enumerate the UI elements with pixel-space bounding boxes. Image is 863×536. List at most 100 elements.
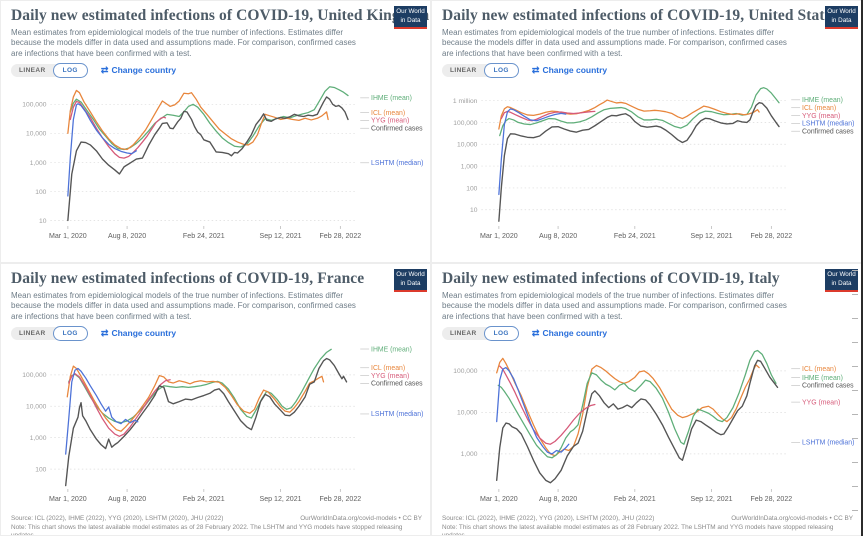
license-line[interactable]: OurWorldInData.org/covid-models • CC BY <box>731 515 853 523</box>
series-lshtm <box>496 367 570 455</box>
legend-label-confirmed[interactable]: Confirmed cases <box>802 129 854 136</box>
legend-label-icl[interactable]: ICL (mean) <box>371 365 405 372</box>
legend-label-ihme[interactable]: IHME (mean) <box>371 346 412 353</box>
change-country-button[interactable]: ⇄ Change country <box>101 65 176 76</box>
y-axis-tick-label: 100,000 <box>22 102 46 109</box>
series-lshtm <box>67 103 137 197</box>
series-ihme <box>68 348 332 424</box>
owid-logo-line2: in Data <box>831 16 852 24</box>
chart-italy[interactable]: 1,000 10,000 100,000 Mar 1, 2020 Aug 8, 2020… <box>442 342 862 514</box>
legend-label-lshtm[interactable]: LSHTM (median) <box>802 121 854 128</box>
scale-toggle: LINEAR LOG <box>442 62 519 78</box>
legend-label-lshtm[interactable]: LSHTM (median) <box>371 160 423 167</box>
x-axis-tick-label: Sep 12, 2021 <box>690 232 732 240</box>
y-axis-tick-label: 1,000 <box>30 435 47 442</box>
x-axis-tick-label: Mar 1, 2020 <box>49 495 87 503</box>
legend-label-yyg[interactable]: YYG (mean) <box>371 373 409 380</box>
x-axis-tick-label: Feb 24, 2021 <box>183 232 225 240</box>
chart-panel-united-kingdom: Our World in Data Daily new estimated in… <box>0 0 431 263</box>
edge-tick <box>852 318 858 319</box>
linear-button[interactable]: LINEAR <box>450 329 477 337</box>
legend-label-icl[interactable]: ICL (mean) <box>802 366 836 373</box>
x-axis-tick-label: Sep 12, 2021 <box>259 495 301 503</box>
change-country-button[interactable]: ⇄ Change country <box>101 328 176 339</box>
legend-label-lshtm[interactable]: LSHTM (median) <box>371 411 423 418</box>
series-confirmed <box>496 359 779 484</box>
series-lshtm <box>65 368 139 455</box>
series-yyg <box>68 373 171 438</box>
y-axis-tick-label: 1,000 <box>461 164 478 171</box>
chart-united-states[interactable]: 10 100 1,000 10,000 100,000 1 million Mar 1, 2… <box>442 79 862 251</box>
y-axis-tick-label: 100,000 <box>453 120 477 127</box>
log-button[interactable]: LOG <box>52 62 88 78</box>
legend-label-ihme[interactable]: IHME (mean) <box>802 375 843 382</box>
scale-toggle: LINEAR LOG <box>442 325 519 341</box>
series-ihme <box>69 86 349 151</box>
log-button[interactable]: LOG <box>52 325 88 341</box>
swap-arrows-icon: ⇄ <box>100 327 109 338</box>
chart-france[interactable]: 100 1,000 10,000 100,000 Mar 1, 2020 Aug 8, 2… <box>11 342 431 514</box>
change-country-button[interactable]: ⇄ Change country <box>532 65 607 76</box>
license-line[interactable]: OurWorldInData.org/covid-models • CC BY <box>300 515 422 523</box>
chart-title: Daily new estimated infections of COVID-… <box>442 7 838 24</box>
source-line[interactable]: Source: ICL (2022), IHME (2022), YYG (20… <box>442 515 655 523</box>
legend-label-ihme[interactable]: IHME (mean) <box>802 97 843 104</box>
series-lshtm <box>498 108 567 196</box>
series-confirmed <box>65 358 348 487</box>
edge-tick <box>852 438 858 439</box>
legend-label-yyg[interactable]: YYG (mean) <box>371 118 409 125</box>
y-axis-tick-label: 100,000 <box>453 368 477 375</box>
owid-logo[interactable]: Our World in Data <box>394 269 427 292</box>
source-line[interactable]: Source: ICL (2022), IHME (2022), YYG (20… <box>11 515 224 523</box>
edge-tick <box>852 510 858 511</box>
owid-logo-line1: Our World <box>827 271 856 278</box>
series-yyg <box>499 365 596 446</box>
y-axis-tick-label: 1 million <box>453 98 478 105</box>
edge-tick <box>852 414 858 415</box>
owid-logo-line2: in Data <box>400 16 421 24</box>
change-country-button[interactable]: ⇄ Change country <box>532 328 607 339</box>
chart-controls: LINEAR LOG ⇄ Change country <box>11 325 430 341</box>
x-axis-tick-label: Feb 28, 2022 <box>750 495 792 503</box>
owid-logo-line1: Our World <box>827 8 856 15</box>
owid-logo-line2: in Data <box>831 279 852 287</box>
legend-label-confirmed[interactable]: Confirmed cases <box>802 383 854 390</box>
x-axis-tick-label: Feb 24, 2021 <box>614 495 656 503</box>
legend-label-icl[interactable]: ICL (mean) <box>371 110 405 117</box>
owid-logo-line2: in Data <box>400 279 421 287</box>
change-country-label: Change country <box>111 65 177 76</box>
y-axis-tick-label: 10 <box>470 207 478 214</box>
owid-logo[interactable]: Our World in Data <box>825 269 858 292</box>
chart-subtitle: Mean estimates from epidemiological mode… <box>442 28 787 58</box>
series-yyg <box>500 110 596 122</box>
log-button[interactable]: LOG <box>483 62 519 78</box>
owid-logo[interactable]: Our World in Data <box>394 6 427 29</box>
chart-subtitle: Mean estimates from epidemiological mode… <box>442 291 787 321</box>
linear-button[interactable]: LINEAR <box>450 66 477 74</box>
linear-button[interactable]: LINEAR <box>19 329 46 337</box>
legend-label-lshtm[interactable]: LSHTM (median) <box>802 440 854 447</box>
owid-logo[interactable]: Our World in Data <box>825 6 858 29</box>
x-axis-tick-label: Feb 24, 2021 <box>183 495 225 503</box>
owid-logo-line1: Our World <box>396 8 425 15</box>
legend-label-icl[interactable]: ICL (mean) <box>802 105 836 112</box>
chart-united-kingdom[interactable]: 10 100 1,000 10,000 100,000 Mar 1, 2020 Aug 8,… <box>11 79 431 251</box>
linear-button[interactable]: LINEAR <box>19 66 46 74</box>
chart-controls: LINEAR LOG ⇄ Change country <box>442 62 861 78</box>
x-axis-tick-label: Feb 28, 2022 <box>319 495 361 503</box>
legend-label-confirmed[interactable]: Confirmed cases <box>371 381 423 388</box>
legend-label-ihme[interactable]: IHME (mean) <box>371 95 412 102</box>
chart-panel-italy: Our World in Data Daily new estimated in… <box>431 263 862 536</box>
y-axis-tick-label: 10,000 <box>26 404 47 411</box>
x-axis-tick-label: Aug 8, 2020 <box>539 495 577 503</box>
x-axis-tick-label: Sep 12, 2021 <box>690 495 732 503</box>
y-axis-tick-label: 100 <box>35 189 46 196</box>
x-axis-tick-label: Feb 28, 2022 <box>750 232 792 240</box>
log-button[interactable]: LOG <box>483 325 519 341</box>
legend-label-yyg[interactable]: YYG (mean) <box>802 400 840 407</box>
legend-label-yyg[interactable]: YYG (mean) <box>802 113 840 120</box>
y-axis-tick-label: 100 <box>466 185 477 192</box>
legend-label-confirmed[interactable]: Confirmed cases <box>371 126 423 133</box>
chart-controls: LINEAR LOG ⇄ Change country <box>11 62 430 78</box>
